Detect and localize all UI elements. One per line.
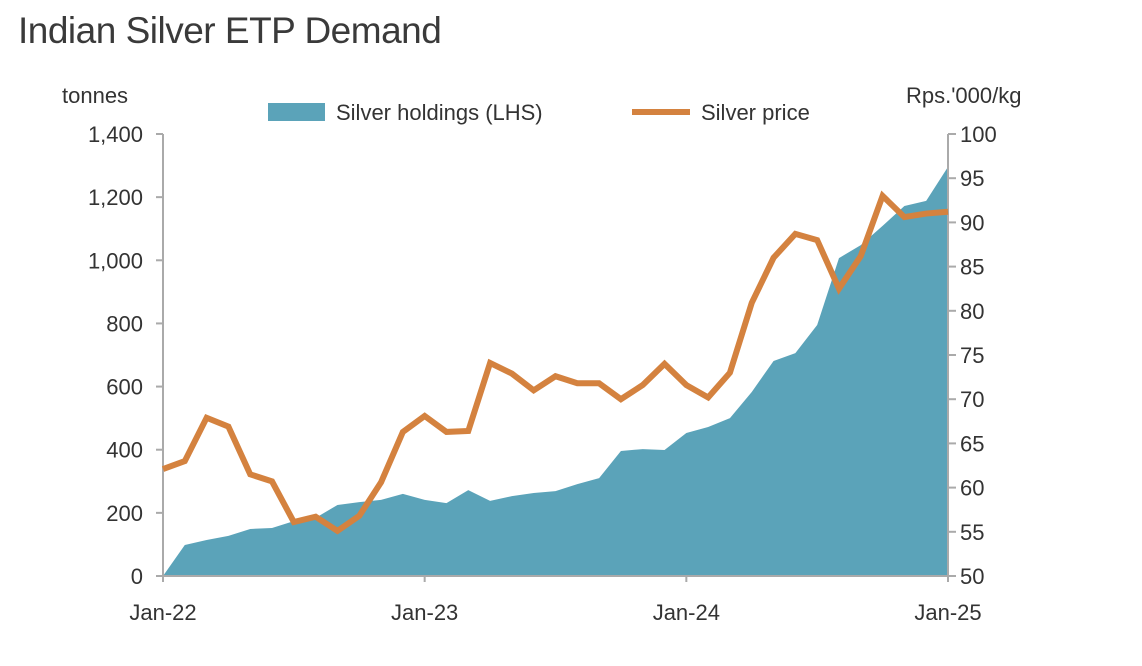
left-tick-label: 1,400 xyxy=(88,122,143,147)
right-tick-label: 85 xyxy=(960,255,984,280)
x-tick-label: Jan-23 xyxy=(391,600,458,625)
right-tick-label: 80 xyxy=(960,299,984,324)
right-tick-label: 75 xyxy=(960,343,984,368)
legend-swatch-holdings xyxy=(268,103,325,121)
right-axis-label: Rps.'000/kg xyxy=(906,83,1022,108)
left-axis-label: tonnes xyxy=(62,83,128,108)
chart-title: Indian Silver ETP Demand xyxy=(18,10,442,51)
right-tick-label: 90 xyxy=(960,210,984,235)
left-tick-label: 400 xyxy=(106,438,143,463)
left-tick-label: 600 xyxy=(106,375,143,400)
legend-label-holdings: Silver holdings (LHS) xyxy=(336,100,543,125)
left-tick-label: 1,200 xyxy=(88,185,143,210)
legend-label-price: Silver price xyxy=(701,100,810,125)
holdings-area xyxy=(163,166,948,576)
right-tick-label: 60 xyxy=(960,476,984,501)
right-tick-label: 70 xyxy=(960,387,984,412)
right-tick-label: 95 xyxy=(960,166,984,191)
price-line xyxy=(161,190,949,535)
left-tick-label: 800 xyxy=(106,311,143,336)
left-tick-label: 0 xyxy=(131,564,143,589)
x-tick-label: Jan-25 xyxy=(914,600,981,625)
x-tick-label: Jan-22 xyxy=(129,600,196,625)
left-tick-label: 1,000 xyxy=(88,248,143,273)
right-tick-label: 100 xyxy=(960,122,997,147)
right-tick-label: 55 xyxy=(960,520,984,545)
right-tick-label: 65 xyxy=(960,431,984,456)
left-tick-label: 200 xyxy=(106,501,143,526)
right-tick-label: 50 xyxy=(960,564,984,589)
x-tick-label: Jan-24 xyxy=(653,600,720,625)
